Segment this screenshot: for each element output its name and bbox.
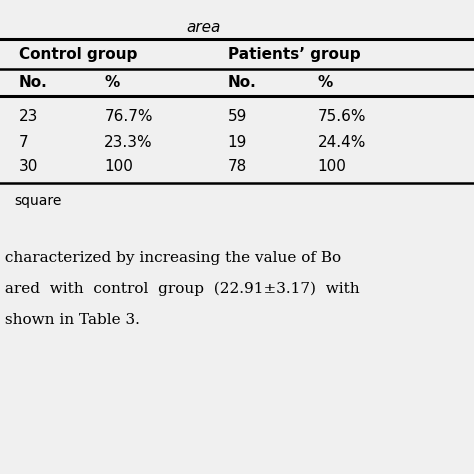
Text: %: % [318, 74, 333, 90]
Text: Control group: Control group [19, 47, 137, 62]
Text: characterized by increasing the value of Bo: characterized by increasing the value of… [0, 251, 341, 265]
Text: 78: 78 [228, 159, 247, 174]
Text: No.: No. [228, 74, 256, 90]
Text: 19: 19 [228, 135, 247, 150]
Text: 100: 100 [104, 159, 133, 174]
Text: 24.4%: 24.4% [318, 135, 366, 150]
Text: 75.6%: 75.6% [318, 109, 366, 124]
Text: 59: 59 [228, 109, 247, 124]
Text: ared  with  control  group  (22.91±3.17)  with: ared with control group (22.91±3.17) wit… [0, 282, 360, 296]
Text: 76.7%: 76.7% [104, 109, 153, 124]
Text: 23.3%: 23.3% [104, 135, 153, 150]
Text: 100: 100 [318, 159, 346, 174]
Text: %: % [104, 74, 119, 90]
Text: No.: No. [19, 74, 48, 90]
Text: 30: 30 [19, 159, 38, 174]
Text: Patients’ group: Patients’ group [228, 47, 360, 62]
Text: area: area [187, 20, 221, 35]
Text: square: square [14, 194, 62, 209]
Text: shown in Table 3.: shown in Table 3. [0, 313, 140, 327]
Text: 23: 23 [19, 109, 38, 124]
Text: 7: 7 [19, 135, 28, 150]
